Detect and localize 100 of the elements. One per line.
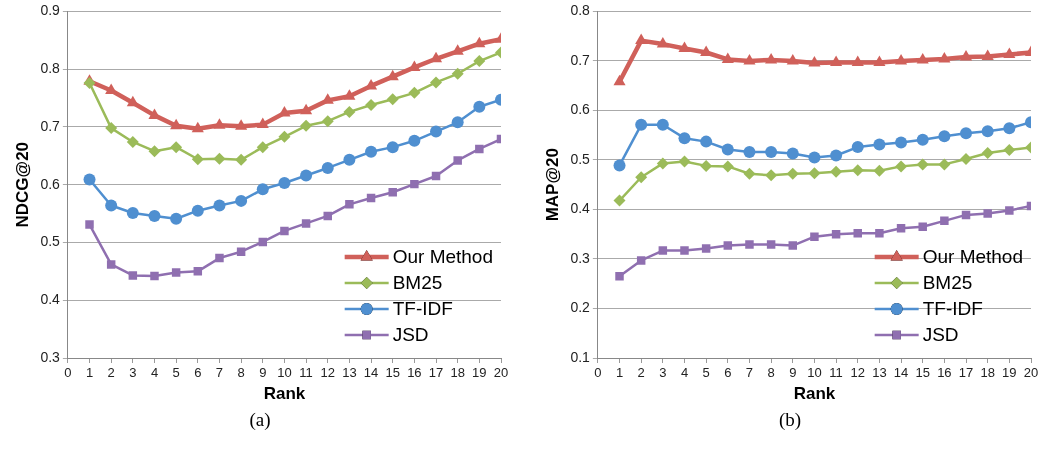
point <box>916 52 929 64</box>
point <box>895 53 908 65</box>
point <box>613 159 626 172</box>
x-tick-label: 1 <box>85 365 94 381</box>
point <box>851 164 864 177</box>
x-tick-label: 11 <box>829 365 843 381</box>
point <box>256 117 269 129</box>
y-tick-label: 0.9 <box>40 2 61 19</box>
x-tick-label: 15 <box>385 365 400 381</box>
point <box>830 55 843 66</box>
x-tick-label: 9 <box>789 365 797 381</box>
y-tick-label: 0.8 <box>40 60 61 77</box>
point <box>235 153 248 166</box>
point <box>960 152 973 165</box>
point <box>365 98 378 111</box>
point <box>721 160 734 173</box>
point <box>873 138 886 151</box>
x-tick-label: 0 <box>64 365 72 381</box>
point <box>808 151 821 164</box>
y-tick-label: 0.5 <box>570 150 591 167</box>
point <box>256 141 269 154</box>
point <box>938 51 951 63</box>
point <box>345 200 354 209</box>
point <box>830 149 843 162</box>
x-tick-label: 12 <box>320 365 335 381</box>
point <box>960 127 973 140</box>
point <box>430 76 443 89</box>
point <box>213 118 226 129</box>
x-tick-label: 17 <box>428 365 444 381</box>
x-axis-title: Rank <box>263 384 306 404</box>
point <box>788 241 798 250</box>
point <box>743 167 756 180</box>
point <box>430 125 443 138</box>
point <box>983 209 992 218</box>
point <box>126 207 139 220</box>
point <box>895 136 908 149</box>
text: (b) <box>777 409 803 431</box>
point <box>150 271 159 281</box>
x-tick-label: 8 <box>237 365 245 381</box>
point <box>235 194 248 207</box>
point <box>85 220 94 229</box>
x-tick-label: 12 <box>850 365 865 381</box>
x-tick-label: 18 <box>980 365 995 381</box>
point <box>451 116 464 129</box>
x-tick-label: 11 <box>299 365 313 381</box>
point <box>301 219 311 228</box>
point <box>171 268 181 277</box>
point <box>236 247 246 256</box>
x-tick-label: 18 <box>450 365 465 381</box>
point <box>451 67 464 80</box>
point <box>896 224 906 233</box>
y-tick-label: 0.1 <box>570 348 591 365</box>
x-tick-label: 3 <box>659 365 667 381</box>
point <box>721 52 734 63</box>
point <box>1005 206 1014 215</box>
point <box>386 141 399 154</box>
x-tick-label: 14 <box>893 365 909 381</box>
point <box>786 147 799 160</box>
point <box>343 89 356 100</box>
point <box>981 49 994 60</box>
legend-label: Our Method <box>392 246 493 268</box>
x-tick-label: 19 <box>472 365 487 381</box>
x-tick-label: 4 <box>680 365 689 381</box>
legend-label: TF-IDF <box>392 298 453 320</box>
point <box>321 161 334 174</box>
point <box>388 187 397 197</box>
point <box>235 119 248 130</box>
point <box>278 130 291 143</box>
x-tick-label: 3 <box>129 365 137 381</box>
x-tick-label: 10 <box>807 365 822 381</box>
point <box>873 164 886 177</box>
point <box>473 100 486 113</box>
point <box>895 160 908 173</box>
x-tick-label: 7 <box>745 365 754 381</box>
point <box>191 204 204 217</box>
x-axis-title: Rank <box>793 384 836 404</box>
point <box>765 146 778 159</box>
x-tick-label: 16 <box>937 365 952 381</box>
point <box>743 53 756 65</box>
point <box>300 169 313 182</box>
point <box>300 103 313 115</box>
y-axis-title: MAP@20 <box>542 148 562 222</box>
point <box>635 171 648 184</box>
y-tick-label: 0.5 <box>40 233 61 250</box>
point <box>656 157 669 170</box>
point <box>170 212 183 225</box>
y-tick-label: 0.3 <box>570 249 591 266</box>
point <box>808 167 821 180</box>
text: (a) <box>248 409 272 431</box>
point <box>786 53 799 65</box>
point <box>213 152 226 165</box>
point <box>278 176 291 189</box>
x-tick-label: 6 <box>194 365 202 381</box>
point <box>613 194 626 207</box>
point <box>215 253 224 263</box>
y-tick-label: 0.6 <box>40 175 61 192</box>
point <box>916 133 929 146</box>
x-tick-label: 10 <box>277 365 292 381</box>
y-tick-label: 0.2 <box>570 299 591 316</box>
x-tick-label: 0 <box>594 365 602 381</box>
